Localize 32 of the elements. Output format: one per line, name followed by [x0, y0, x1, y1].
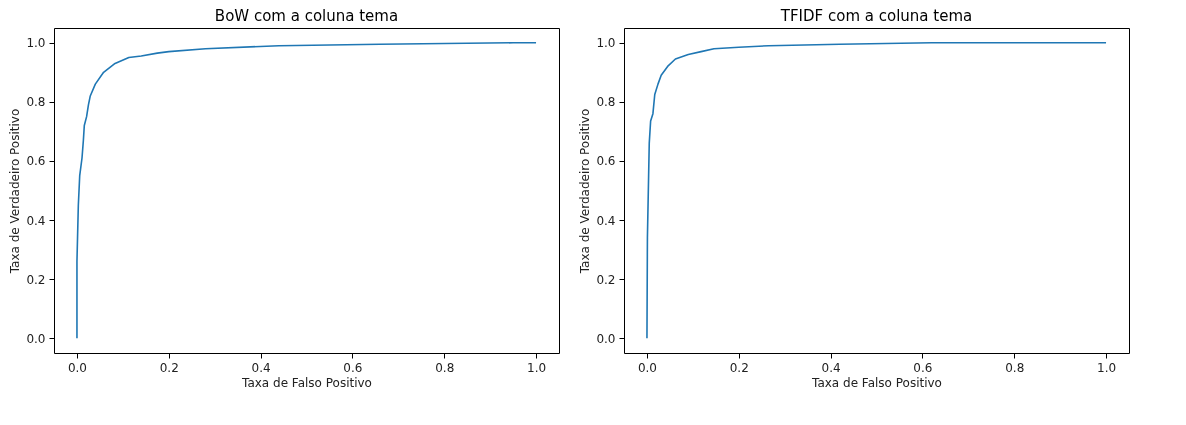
x-axis-title: Taxa de Falso Positivo [241, 375, 372, 390]
x-tick-label: 0.0 [67, 360, 87, 375]
y-tick-label: 0.8 [26, 95, 46, 110]
x-tick-label: 0.6 [913, 360, 933, 375]
y-tick-label: 0.2 [596, 272, 616, 287]
x-tick-label: 0.2 [159, 360, 179, 375]
chart-title: BoW com a coluna tema [214, 7, 399, 25]
y-tick-label: 0.4 [26, 213, 46, 228]
y-tick-label: 0.6 [596, 154, 616, 169]
chart-title: TFIDF com a coluna tema [779, 7, 973, 25]
y-tick-label: 0.8 [596, 95, 616, 110]
y-tick-label: 0.0 [596, 331, 616, 346]
x-tick-label: 0.8 [1005, 360, 1025, 375]
line-series [646, 41, 1107, 340]
y-tick-label: 0.0 [26, 331, 46, 346]
y-tick-label: 0.4 [596, 213, 616, 228]
y-tick-label: 1.0 [26, 36, 46, 51]
y-axis-title: Taxa de Verdadeiro Positivo [578, 108, 593, 275]
x-tick-label: 0.2 [729, 360, 749, 375]
line-series [76, 41, 537, 340]
x-axis-title: Taxa de Falso Positivo [811, 375, 942, 390]
x-tick-label: 1.0 [527, 360, 547, 375]
x-tick-label: 0.6 [343, 360, 363, 375]
x-tick-label: 0.4 [251, 360, 271, 375]
y-tick-label: 1.0 [596, 36, 616, 51]
x-tick-label: 0.8 [435, 360, 455, 375]
x-tick-label: 0.4 [821, 360, 841, 375]
y-tick-label: 0.6 [26, 154, 46, 169]
y-axis-title: Taxa de Verdadeiro Positivo [8, 108, 23, 275]
x-tick-label: 0.0 [637, 360, 657, 375]
y-tick-label: 0.2 [26, 272, 46, 287]
x-tick-label: 1.0 [1097, 360, 1117, 375]
